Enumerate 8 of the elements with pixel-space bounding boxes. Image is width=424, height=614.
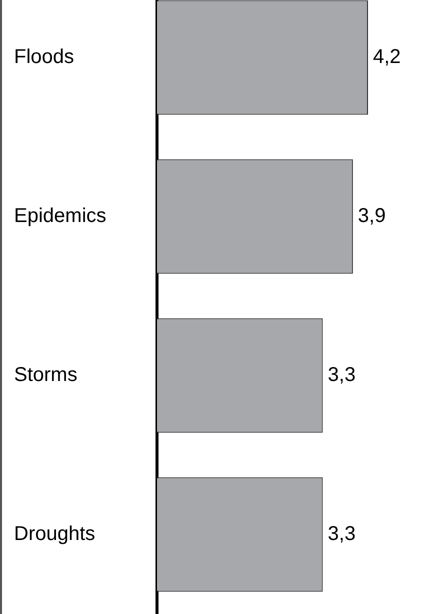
y-tick-label: Storms: [14, 364, 78, 386]
y-tick-label: Epidemics: [14, 205, 106, 228]
y-tick-label: Droughts: [14, 523, 96, 546]
data-label: 3,3: [328, 364, 356, 386]
data-label: 3,3: [328, 523, 356, 546]
y-tick-label: Floods: [14, 46, 74, 68]
data-label: 3,9: [358, 205, 386, 228]
data-label: 4,2: [373, 46, 401, 68]
